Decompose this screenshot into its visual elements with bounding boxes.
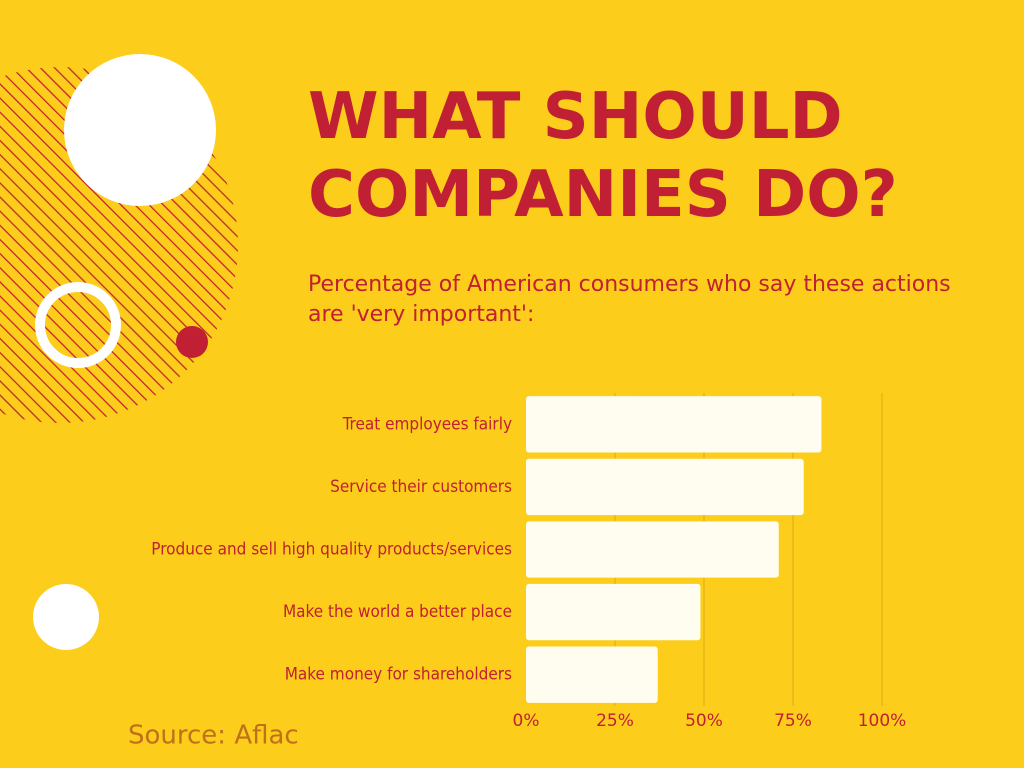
x-tick-label: 75% bbox=[774, 711, 812, 731]
bar bbox=[526, 583, 701, 641]
decoration bbox=[0, 54, 238, 650]
y-tick-label: Treat employees fairly bbox=[342, 414, 512, 434]
source: Source: Aflac bbox=[128, 721, 299, 751]
chart-title: WHAT SHOULD COMPANIES DO? bbox=[308, 80, 898, 232]
y-tick-label: Service their customers bbox=[330, 477, 512, 497]
y-tick-label: Make money for shareholders bbox=[285, 665, 512, 685]
bar bbox=[526, 521, 779, 578]
bar bbox=[526, 396, 822, 453]
plot: 0% 25% 50% 75% 100% Treat employees fairly Ser… bbox=[151, 393, 906, 731]
y-tick-label: Make the world a better place bbox=[283, 602, 512, 622]
x-tick-label: 50% bbox=[685, 711, 723, 731]
bar bbox=[526, 646, 658, 703]
x-tick-label: 0% bbox=[513, 711, 540, 731]
chart-subtitle: Percentage of American consumers who say… bbox=[308, 272, 951, 327]
bar bbox=[526, 458, 804, 516]
x-tick-label: 100% bbox=[858, 711, 907, 731]
y-tick-label: Produce and sell high quality products/s… bbox=[151, 540, 512, 560]
x-tick-label: 25% bbox=[596, 711, 634, 731]
